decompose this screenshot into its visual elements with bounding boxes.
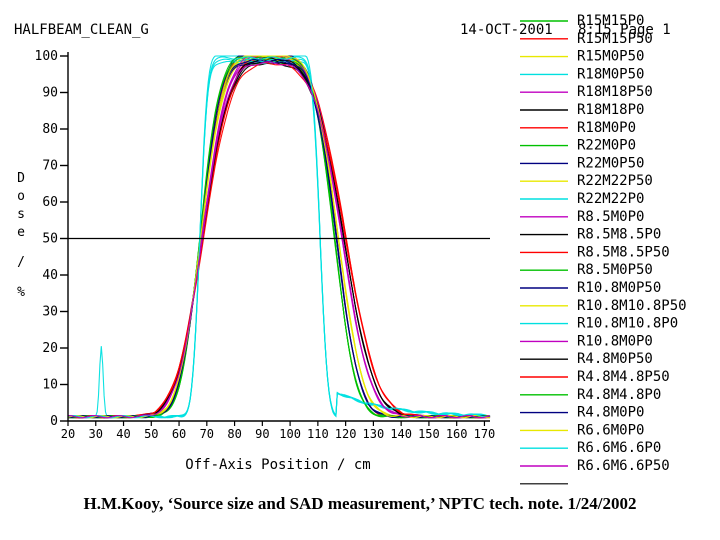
series-line-10 <box>67 56 491 419</box>
series-line-4 <box>68 55 491 419</box>
y-label-char: e <box>17 225 25 240</box>
legend-label: R10.8M0P0 <box>577 333 653 349</box>
y-tick-label: 90 <box>42 86 58 101</box>
legend-label: R6.6M0P0 <box>577 422 644 438</box>
series-lines <box>67 55 491 419</box>
series-line-24 <box>67 55 491 419</box>
date-label: 14-OCT-2001 <box>460 22 553 38</box>
series-line-7 <box>67 55 491 419</box>
x-tick-label: 110 <box>307 427 329 441</box>
legend-label: R4.8M0P0 <box>577 405 644 421</box>
legend-label: R22M0P50 <box>577 155 644 171</box>
x-tick-label: 120 <box>335 427 357 441</box>
y-label-char: / <box>17 255 25 270</box>
series-line-17 <box>67 55 491 419</box>
x-tick-label: 50 <box>144 427 158 441</box>
series-line-20 <box>67 56 491 419</box>
legend-label: R22M0P0 <box>577 138 636 154</box>
series-line-22 <box>67 55 491 419</box>
series-line-5 <box>67 56 490 419</box>
series-line-21 <box>67 62 491 419</box>
legend-label: R8.5M0P50 <box>577 262 653 278</box>
series-line-6 <box>67 61 491 419</box>
legend-label: R4.8M0P50 <box>577 351 653 367</box>
y-tick-label: 0 <box>50 414 58 429</box>
chart-title: HALFBEAM_CLEAN_G <box>14 22 149 38</box>
legend-label: R22M22P50 <box>577 173 653 189</box>
y-label-char: o <box>17 189 25 204</box>
x-axis-label: Off-Axis Position / cm <box>185 457 370 473</box>
x-tick-label: 130 <box>363 427 385 441</box>
x-tick-label: 140 <box>390 427 412 441</box>
legend-label: R18M0P50 <box>577 66 644 82</box>
x-tick-label: 170 <box>474 427 496 441</box>
y-label-char: s <box>17 207 25 222</box>
y-tick-label: 10 <box>42 378 58 393</box>
axes-frame <box>67 52 490 422</box>
y-tick-label: 50 <box>42 232 58 247</box>
series-line-1 <box>68 60 491 419</box>
x-tick-label: 150 <box>418 427 440 441</box>
legend-label: R15M15P50 <box>577 31 653 47</box>
legend-label: R10.8M10.8P0 <box>577 316 678 332</box>
series-line-19 <box>67 55 491 419</box>
y-tick-label: 30 <box>42 305 58 320</box>
y-label-char: D <box>17 171 25 186</box>
legend-label: R6.6M6.6P0 <box>577 440 661 456</box>
legend-label: R10.8M0P50 <box>577 280 661 296</box>
y-tick-label: 60 <box>42 195 58 210</box>
y-tick-label: 20 <box>42 341 58 356</box>
y-label-char: % <box>17 285 25 300</box>
x-tick-label: 40 <box>116 427 130 441</box>
legend-label: R8.5M8.5P0 <box>577 227 661 243</box>
series-line-11 <box>67 60 491 419</box>
series-line-9 <box>67 55 491 419</box>
legend-label: R22M22P0 <box>577 191 644 207</box>
x-tick-label: 70 <box>200 427 214 441</box>
legend-label: R10.8M10.8P50 <box>577 298 687 314</box>
y-tick-label: 100 <box>35 49 58 64</box>
legend-label: R18M18P50 <box>577 84 653 100</box>
legend-label: R18M0P0 <box>577 120 636 136</box>
legend-label: R8.5M0P0 <box>577 209 644 225</box>
x-tick-label: 160 <box>446 427 468 441</box>
y-axis: 0 10 20 30 40 50 60 70 80 90 100 <box>35 49 68 429</box>
figure-caption: H.M.Kooy, ‘Source size and SAD measureme… <box>83 494 637 513</box>
legend-label: R8.5M8.5P50 <box>577 244 670 260</box>
x-tick-label: 80 <box>227 427 241 441</box>
page-label: 8:15 Page 1 <box>578 22 671 38</box>
series-line-15 <box>67 56 491 419</box>
series-line-14 <box>67 55 491 419</box>
x-tick-label: 30 <box>89 427 103 441</box>
legend-label: R6.6M6.6P50 <box>577 458 670 474</box>
y-tick-label: 80 <box>42 122 58 137</box>
x-tick-label: 100 <box>279 427 301 441</box>
legend-label: R15M15P0 <box>577 13 644 29</box>
x-tick-label: 60 <box>172 427 186 441</box>
series-line-12 <box>67 55 491 419</box>
series-line-26 <box>67 61 491 419</box>
legend-label: R15M0P50 <box>577 49 644 65</box>
legend-label: R18M18P0 <box>577 102 644 118</box>
series-line-16 <box>67 61 491 419</box>
series-line-25 <box>67 56 491 419</box>
series-line-2 <box>67 55 491 419</box>
x-tick-label: 90 <box>255 427 269 441</box>
x-tick-label: 20 <box>61 427 75 441</box>
y-tick-label: 70 <box>42 159 58 174</box>
legend-label: R4.8M4.8P0 <box>577 387 661 403</box>
legend-label: R4.8M4.8P50 <box>577 369 670 385</box>
y-tick-label: 40 <box>42 268 58 283</box>
x-axis: 20 30 40 50 60 70 80 90 100 110 120 130 140 150 160 170 <box>61 421 496 441</box>
